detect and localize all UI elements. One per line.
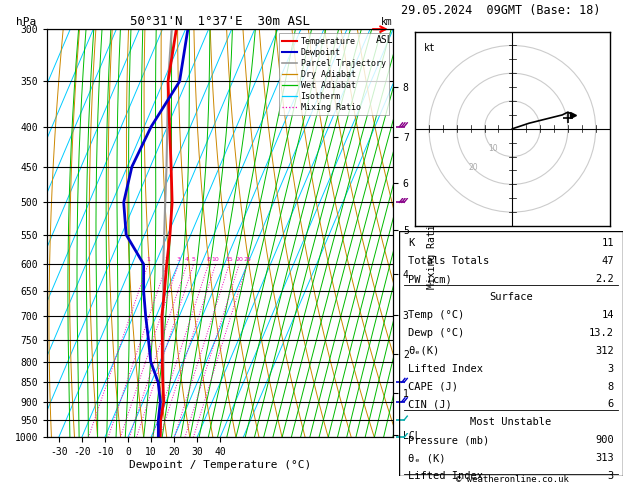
- Text: Totals Totals: Totals Totals: [408, 256, 489, 266]
- Text: Temp (°C): Temp (°C): [408, 310, 465, 320]
- Text: 25: 25: [243, 257, 251, 262]
- Text: 1: 1: [146, 257, 150, 262]
- Text: 20: 20: [469, 163, 478, 172]
- Text: 313: 313: [595, 453, 614, 463]
- Text: kt: kt: [423, 43, 435, 52]
- Text: Lifted Index: Lifted Index: [408, 471, 483, 481]
- Text: © weatheronline.co.uk: © weatheronline.co.uk: [456, 474, 569, 484]
- Text: 15: 15: [225, 257, 233, 262]
- Text: 20: 20: [235, 257, 243, 262]
- Text: K: K: [408, 238, 415, 248]
- Text: 5: 5: [192, 257, 196, 262]
- Text: 47: 47: [601, 256, 614, 266]
- Text: 8: 8: [206, 257, 210, 262]
- Text: θₑ (K): θₑ (K): [408, 453, 446, 463]
- Text: 3: 3: [608, 364, 614, 374]
- Text: ASL: ASL: [376, 35, 393, 45]
- Text: CAPE (J): CAPE (J): [408, 382, 459, 392]
- Text: Surface: Surface: [489, 292, 533, 302]
- Text: Lifted Index: Lifted Index: [408, 364, 483, 374]
- Text: 11: 11: [601, 238, 614, 248]
- Legend: Temperature, Dewpoint, Parcel Trajectory, Dry Adiabat, Wet Adiabat, Isotherm, Mi: Temperature, Dewpoint, Parcel Trajectory…: [279, 34, 389, 116]
- Text: 29.05.2024  09GMT (Base: 18): 29.05.2024 09GMT (Base: 18): [401, 4, 600, 17]
- Text: PW (cm): PW (cm): [408, 274, 452, 284]
- Text: 900: 900: [595, 435, 614, 445]
- Text: 13.2: 13.2: [589, 328, 614, 338]
- X-axis label: Dewpoint / Temperature (°C): Dewpoint / Temperature (°C): [129, 460, 311, 470]
- Text: Most Unstable: Most Unstable: [470, 417, 552, 427]
- Text: 3: 3: [176, 257, 181, 262]
- Text: Dewp (°C): Dewp (°C): [408, 328, 465, 338]
- Text: 6: 6: [608, 399, 614, 410]
- Text: km: km: [381, 17, 393, 27]
- Text: 4: 4: [185, 257, 189, 262]
- Y-axis label: Mixing Ratio (g/kg): Mixing Ratio (g/kg): [428, 177, 437, 289]
- Text: hPa: hPa: [16, 17, 36, 27]
- Title: 50°31'N  1°37'E  30m ASL: 50°31'N 1°37'E 30m ASL: [130, 15, 310, 28]
- Text: CIN (J): CIN (J): [408, 399, 452, 410]
- Text: 2: 2: [165, 257, 169, 262]
- Text: 14: 14: [601, 310, 614, 320]
- Text: θₑ(K): θₑ(K): [408, 346, 440, 356]
- Text: 10: 10: [488, 144, 498, 153]
- Text: 312: 312: [595, 346, 614, 356]
- Text: 3: 3: [608, 471, 614, 481]
- Text: 2.2: 2.2: [595, 274, 614, 284]
- Text: Pressure (mb): Pressure (mb): [408, 435, 489, 445]
- Text: 10: 10: [212, 257, 220, 262]
- Text: 8: 8: [608, 382, 614, 392]
